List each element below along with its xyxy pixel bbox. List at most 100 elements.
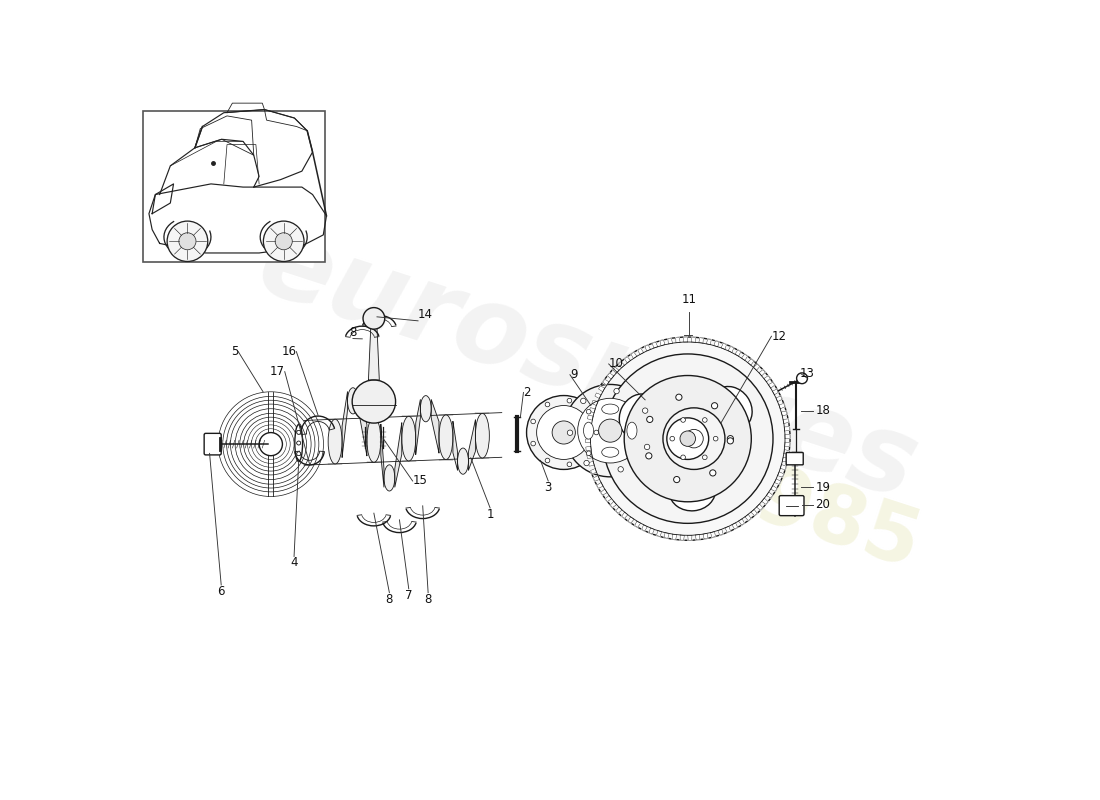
Polygon shape [431, 399, 439, 453]
Text: 15: 15 [412, 474, 428, 487]
Text: 19: 19 [815, 481, 830, 494]
Polygon shape [657, 530, 662, 537]
Circle shape [297, 441, 300, 445]
Polygon shape [725, 526, 730, 532]
Polygon shape [778, 472, 783, 477]
Ellipse shape [710, 386, 752, 430]
Polygon shape [621, 512, 628, 518]
Text: 6: 6 [218, 585, 224, 598]
Circle shape [667, 418, 708, 459]
Polygon shape [771, 486, 777, 491]
Polygon shape [597, 482, 603, 488]
Polygon shape [590, 408, 595, 413]
Polygon shape [595, 393, 601, 398]
Circle shape [297, 430, 300, 434]
Circle shape [578, 398, 642, 463]
Polygon shape [598, 386, 605, 392]
Polygon shape [761, 498, 768, 504]
Polygon shape [703, 534, 707, 539]
Circle shape [275, 233, 293, 250]
Polygon shape [763, 376, 770, 382]
Polygon shape [759, 370, 766, 376]
Circle shape [585, 337, 790, 540]
Circle shape [586, 451, 591, 455]
FancyBboxPatch shape [779, 496, 804, 516]
Circle shape [727, 435, 734, 442]
Polygon shape [593, 476, 600, 481]
Polygon shape [675, 338, 680, 342]
Circle shape [703, 418, 707, 422]
Polygon shape [660, 340, 666, 346]
Text: 1: 1 [486, 508, 494, 521]
Polygon shape [638, 348, 644, 354]
Ellipse shape [669, 470, 716, 511]
Polygon shape [782, 457, 788, 462]
Polygon shape [698, 338, 703, 343]
Circle shape [645, 444, 650, 450]
Polygon shape [767, 492, 773, 498]
Circle shape [531, 419, 536, 424]
Circle shape [352, 380, 396, 423]
Polygon shape [735, 350, 740, 356]
Circle shape [642, 408, 648, 414]
Text: 5: 5 [231, 345, 239, 358]
Circle shape [675, 394, 682, 400]
Polygon shape [757, 504, 762, 510]
Polygon shape [695, 534, 700, 540]
Polygon shape [769, 382, 774, 388]
FancyBboxPatch shape [205, 434, 221, 455]
Text: 16: 16 [282, 345, 296, 358]
Text: 8: 8 [386, 593, 393, 606]
Circle shape [646, 453, 652, 459]
Polygon shape [652, 342, 658, 348]
Polygon shape [359, 392, 367, 456]
Circle shape [537, 406, 591, 459]
Text: 13: 13 [800, 366, 815, 380]
Polygon shape [691, 337, 695, 342]
Polygon shape [784, 426, 790, 431]
Polygon shape [605, 495, 612, 502]
Text: 14: 14 [418, 308, 433, 321]
Polygon shape [683, 337, 688, 342]
Circle shape [568, 398, 572, 403]
Text: 20: 20 [815, 498, 830, 511]
Polygon shape [784, 442, 790, 446]
Polygon shape [588, 462, 594, 466]
Text: 1985: 1985 [693, 444, 931, 587]
Circle shape [167, 221, 208, 262]
Polygon shape [613, 367, 619, 374]
Polygon shape [718, 529, 723, 535]
Ellipse shape [384, 465, 395, 491]
Circle shape [527, 395, 601, 470]
Circle shape [297, 452, 300, 456]
Polygon shape [668, 338, 672, 344]
Ellipse shape [602, 447, 619, 458]
Polygon shape [585, 438, 591, 443]
Circle shape [594, 430, 598, 435]
Polygon shape [586, 446, 591, 450]
Text: 8: 8 [425, 593, 432, 606]
Circle shape [568, 430, 573, 435]
Polygon shape [381, 425, 384, 487]
Polygon shape [722, 343, 726, 350]
Circle shape [670, 436, 674, 441]
Polygon shape [641, 525, 648, 531]
Polygon shape [783, 419, 789, 423]
Circle shape [546, 402, 550, 406]
Text: 17: 17 [270, 365, 285, 378]
Ellipse shape [602, 404, 619, 414]
Circle shape [712, 402, 717, 409]
Polygon shape [772, 389, 779, 394]
Polygon shape [395, 423, 402, 487]
Ellipse shape [328, 419, 342, 464]
Circle shape [297, 441, 300, 445]
Text: 10: 10 [608, 358, 624, 370]
Text: 12: 12 [771, 330, 786, 342]
Polygon shape [711, 531, 715, 538]
Circle shape [727, 438, 734, 444]
Circle shape [581, 398, 586, 403]
Polygon shape [649, 528, 654, 534]
Text: eurospares: eurospares [244, 209, 930, 522]
Polygon shape [591, 469, 596, 474]
Polygon shape [774, 478, 781, 485]
